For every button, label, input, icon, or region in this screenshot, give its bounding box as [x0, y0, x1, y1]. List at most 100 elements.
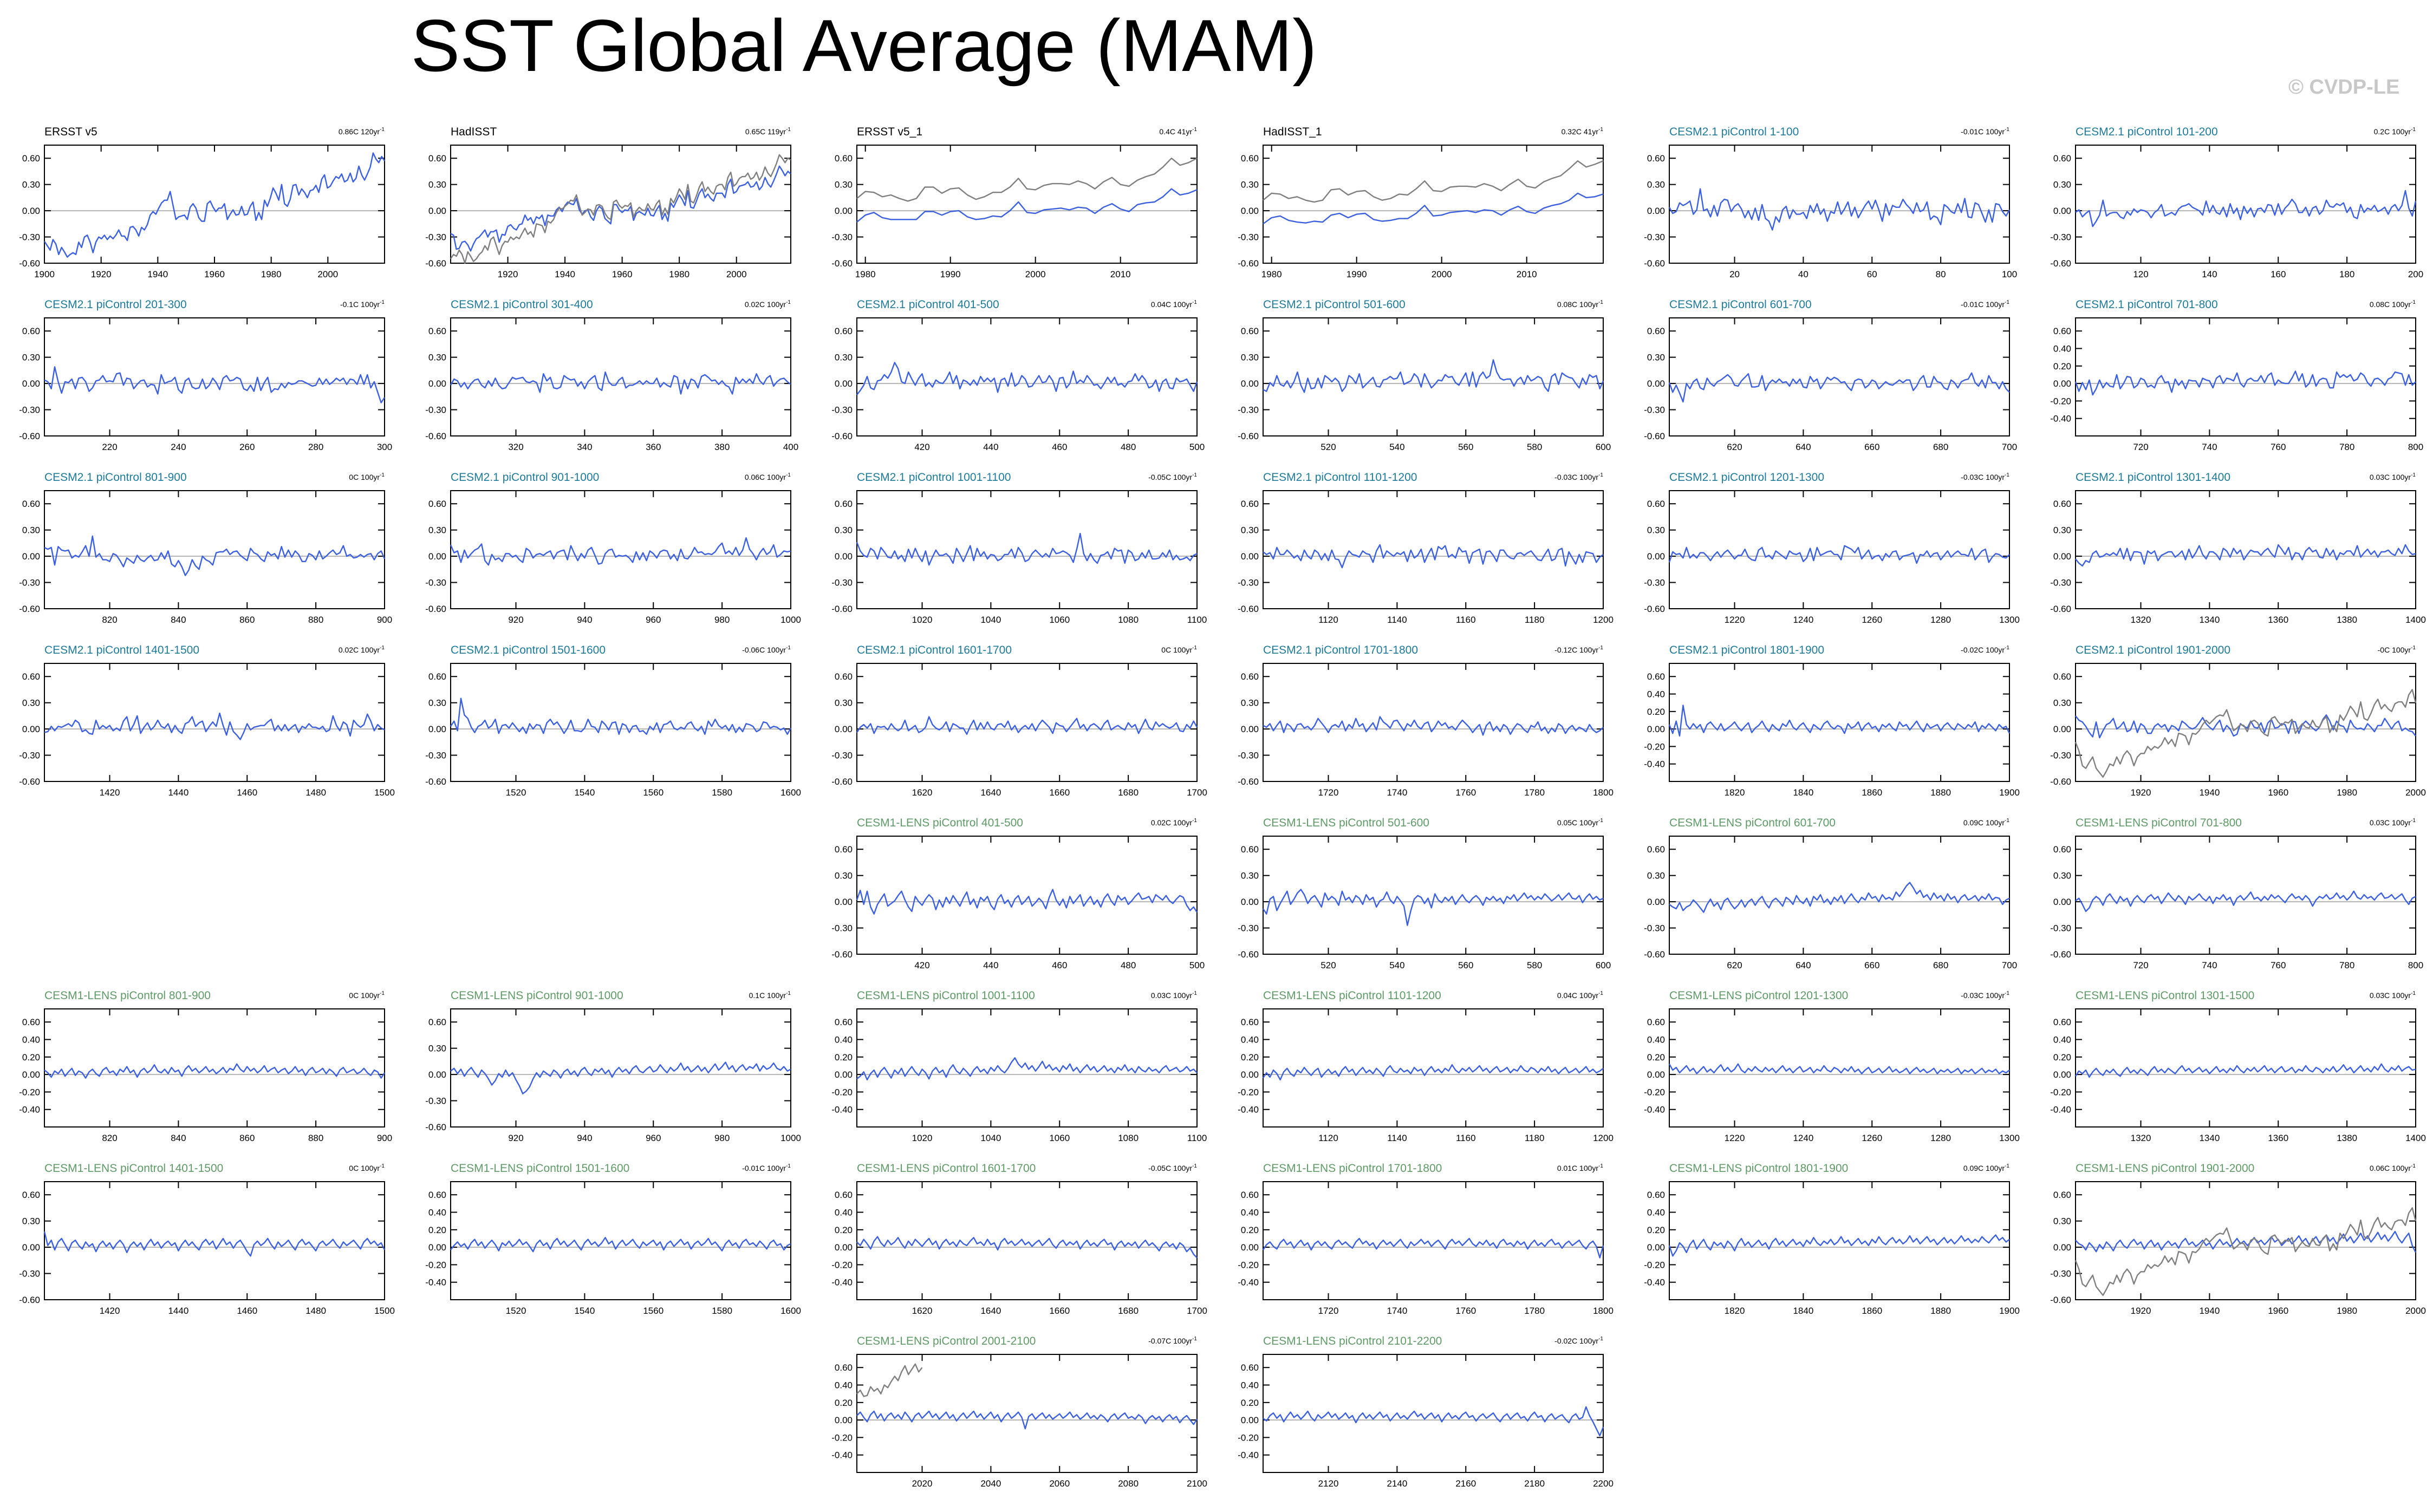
panel-title: CESM2.1 piControl 201-300: [44, 298, 187, 311]
y-tick-label: 0.60: [835, 1017, 853, 1027]
x-tick-label: 80: [1936, 269, 1946, 279]
y-tick-label: -0.30: [425, 405, 446, 415]
panel-title: CESM2.1 piControl 1801-1900: [1669, 644, 1824, 656]
x-tick-label: 60: [1867, 269, 1877, 279]
y-tick-label: 0.00: [1241, 551, 1259, 562]
trend-label: 0.05C 100yr-1: [1557, 818, 1604, 827]
plot-frame: [44, 1181, 385, 1300]
y-tick-label: -0.30: [425, 578, 446, 588]
x-tick-label: 1180: [1525, 615, 1545, 625]
y-tick-label: -0.60: [1238, 949, 1259, 960]
x-tick-label: 120: [2133, 269, 2148, 279]
trend-label: -0.02C 100yr-1: [1554, 1336, 1603, 1345]
y-tick-label: -0.30: [831, 923, 853, 934]
y-tick-label: -0.40: [1238, 1105, 1259, 1115]
plot-frame: [856, 317, 1198, 436]
x-tick-label: 1560: [643, 1306, 663, 1316]
x-tick-label: 1600: [780, 787, 801, 798]
y-tick-label: -0.30: [2050, 1269, 2071, 1279]
x-tick-label: 200: [2408, 269, 2423, 279]
chart-panel: CESM2.1 piControl 901-1000 0.06C 100yr-1 0…: [425, 471, 801, 625]
trend-label: 0.02C 100yr-1: [339, 645, 385, 654]
panel-title: HadISST: [451, 126, 497, 138]
x-tick-label: 1960: [612, 269, 633, 279]
y-tick-label: 0.30: [835, 698, 853, 708]
y-tick-label: -0.60: [2050, 1295, 2071, 1305]
series-line: [1262, 889, 1604, 926]
panel-title: CESM1-LENS piControl 1301-1500: [2076, 989, 2254, 1002]
panel-title: CESM2.1 piControl 701-800: [2076, 298, 2218, 311]
chart-panel: ERSST v5 0.86C 120yr-1 0.60 0.30 0.00 -0.30 -0…: [19, 126, 386, 279]
chart-panel: CESM2.1 piControl 1401-1500 0.02C 100yr-1…: [19, 644, 395, 798]
chart-panel: CESM1-LENS piControl 1001-1100 0.03C 100y…: [831, 989, 1207, 1143]
x-tick-label: 840: [171, 1133, 186, 1143]
y-tick-label: 0.20: [2053, 361, 2071, 372]
series-line: [1263, 192, 1604, 225]
y-tick-label: 0.00: [1241, 897, 1259, 907]
y-tick-label: -0.30: [425, 1096, 446, 1106]
y-tick-label: -0.60: [19, 1295, 40, 1305]
x-tick-label: 1520: [506, 1306, 526, 1316]
panel-title: CESM2.1 piControl 1101-1200: [1263, 471, 1417, 484]
trend-label: 0.09C 100yr-1: [1963, 818, 2010, 827]
x-tick-label: 1880: [1930, 787, 1951, 798]
y-tick-label: 0.40: [1647, 689, 1665, 700]
x-tick-label: 1440: [168, 787, 188, 798]
plot-frame: [450, 1008, 791, 1128]
y-tick-label: 0.60: [835, 1363, 853, 1373]
watermark: © CVDP-LE: [2288, 76, 2400, 99]
x-tick-label: 1580: [712, 787, 732, 798]
x-tick-label: 580: [1527, 960, 1542, 970]
y-tick-label: -0.60: [1644, 604, 1665, 614]
panel-title: CESM2.1 piControl 501-600: [1263, 298, 1406, 311]
y-tick-label: 0.30: [22, 353, 40, 363]
y-tick-label: 0.60: [22, 1190, 40, 1200]
y-tick-label: 0.60: [1647, 1190, 1665, 1200]
x-tick-label: 980: [714, 1133, 730, 1143]
panel-title: CESM1-LENS piControl 1001-1100: [857, 989, 1035, 1002]
x-tick-label: 1080: [1118, 615, 1139, 625]
panel-title: CESM2.1 piControl 601-700: [1669, 298, 1812, 311]
y-tick-label: -0.60: [831, 431, 853, 441]
series-line: [2075, 714, 2416, 739]
chart-panel: CESM2.1 piControl 301-400 0.02C 100yr-1 0.…: [425, 298, 798, 452]
panel-title: CESM1-LENS piControl 901-1000: [451, 989, 623, 1002]
y-tick-label: 0.00: [22, 1242, 40, 1253]
y-tick-label: 0.60: [1647, 499, 1665, 509]
y-tick-label: -0.40: [831, 1450, 853, 1461]
y-tick-label: 0.40: [835, 1380, 853, 1391]
x-tick-label: 2160: [1455, 1478, 1476, 1489]
x-tick-label: 1800: [1593, 1306, 1614, 1316]
y-tick-label: 0.30: [428, 180, 446, 190]
panel-title: CESM1-LENS piControl 1401-1500: [44, 1162, 223, 1175]
x-tick-label: 2060: [1049, 1478, 1070, 1489]
x-tick-label: 700: [2002, 960, 2017, 970]
y-tick-label: 0.00: [835, 1242, 853, 1253]
series-line: [1668, 372, 2010, 403]
series-line: [1668, 1234, 2010, 1257]
panel-title: CESM2.1 piControl 301-400: [451, 298, 593, 311]
x-tick-label: 1200: [1593, 1133, 1614, 1143]
x-tick-label: 280: [308, 442, 323, 452]
x-tick-label: 480: [1121, 442, 1136, 452]
x-tick-label: 1960: [204, 269, 225, 279]
y-tick-label: 0.40: [22, 1035, 40, 1045]
y-tick-label: 0.30: [835, 525, 853, 536]
plot-frame: [1669, 317, 2010, 436]
x-tick-label: 840: [171, 615, 186, 625]
trend-label: 0.32C 41yr-1: [1562, 127, 1604, 136]
x-tick-label: 1920: [2131, 787, 2151, 798]
y-tick-label: 0.30: [428, 525, 446, 536]
x-tick-label: 300: [377, 442, 392, 452]
panel-title: CESM1-LENS piControl 1101-1200: [1263, 989, 1441, 1002]
x-tick-label: 1980: [1261, 269, 1282, 279]
x-tick-label: 940: [577, 1133, 592, 1143]
series-line: [856, 188, 1198, 223]
y-tick-label: 0.60: [1241, 1190, 1259, 1200]
series-line: [1669, 882, 2010, 913]
chart-panel: ERSST v5_1 0.4C 41yr-1 0.60 0.30 0.00 -0.30 -0…: [831, 126, 1198, 279]
plot-frame: [856, 145, 1198, 264]
chart-panel: CESM2.1 piControl 1001-1100 -0.05C 100yr-…: [831, 471, 1207, 625]
series-line: [450, 165, 791, 252]
x-tick-label: 1060: [1049, 615, 1070, 625]
